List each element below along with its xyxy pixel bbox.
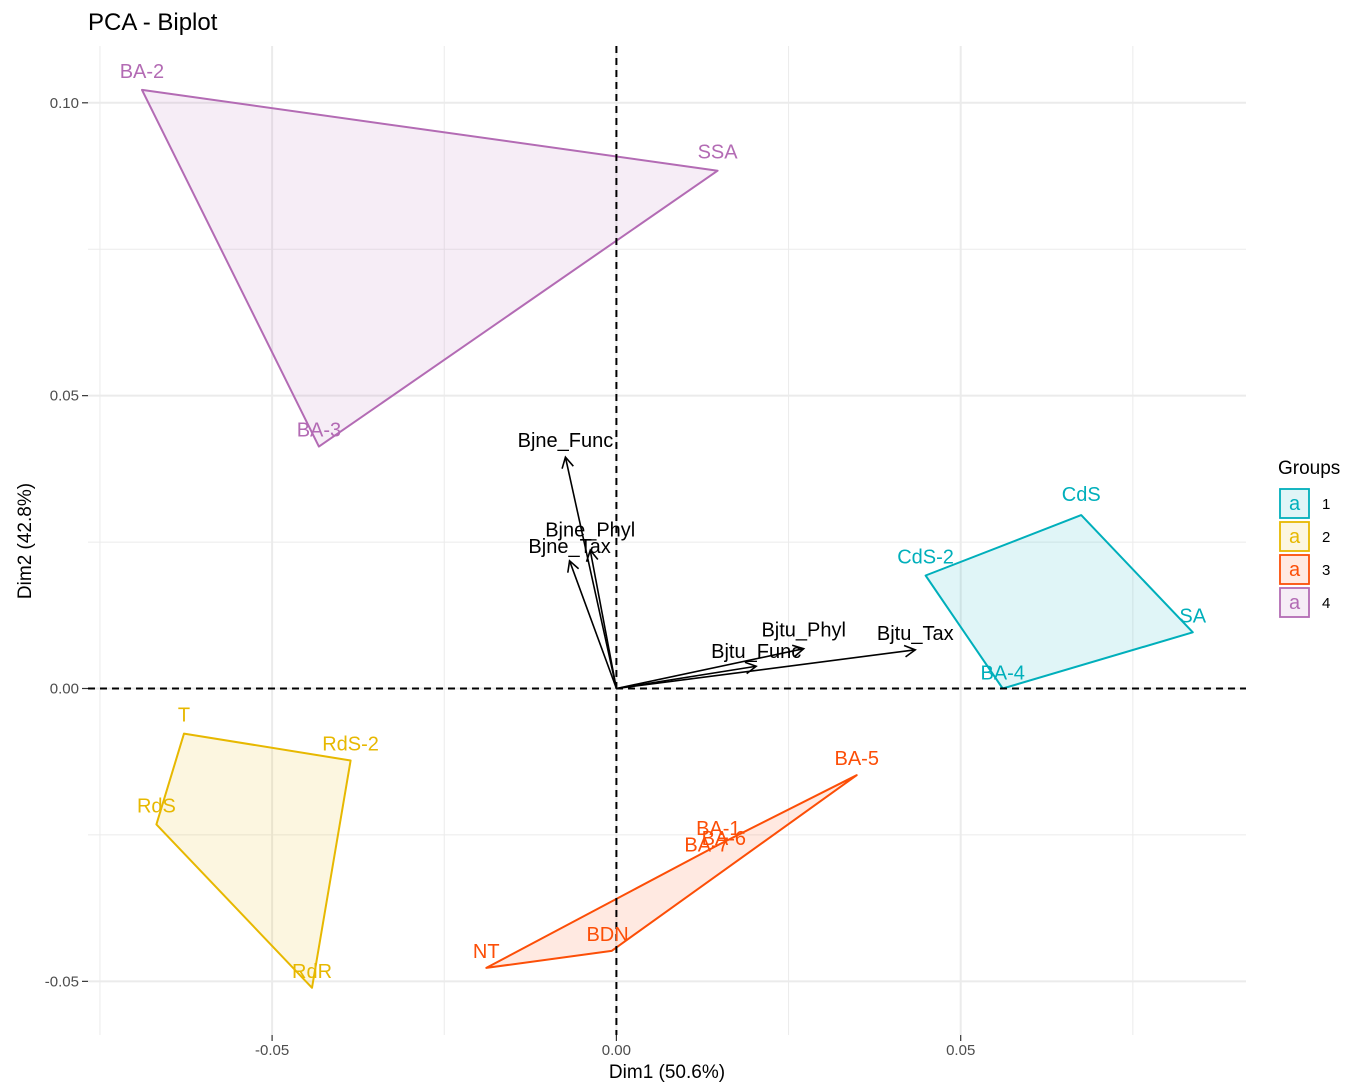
y-tick-label: 0.10 xyxy=(50,95,79,112)
variable-label-Bjtu_Phyl: Bjtu_Phyl xyxy=(761,620,846,642)
x-axis-title: Dim1 (50.6%) xyxy=(609,1062,725,1082)
legend-key-1 xyxy=(1279,488,1310,519)
point-label-BA-2: BA-2 xyxy=(120,61,164,83)
legend-label-1: 1 xyxy=(1322,496,1330,513)
point-label-RdS-2: RdS-2 xyxy=(322,734,379,756)
point-label-BA-1: BA-1 xyxy=(696,818,740,840)
chart-title: PCA - Biplot xyxy=(88,9,218,36)
x-tick-label: 0.00 xyxy=(602,1042,631,1059)
group-hulls xyxy=(141,88,1194,989)
point-label-BA-5: BA-5 xyxy=(834,748,878,770)
legend-label-2: 2 xyxy=(1322,529,1330,546)
x-tick-label: -0.05 xyxy=(255,1042,289,1059)
group-2-hull xyxy=(155,732,352,989)
point-label-BDN: BDN xyxy=(586,924,628,946)
legend-key-glyph: a xyxy=(1289,493,1301,515)
legend-label-4: 4 xyxy=(1322,595,1330,612)
point-label-CdS: CdS xyxy=(1062,484,1101,506)
arrowhead-Bjne_Func xyxy=(561,455,574,469)
reference-lines xyxy=(88,46,1246,1035)
group-4-hull xyxy=(141,88,719,448)
legend-title: Groups xyxy=(1278,458,1340,479)
arrow-Bjtu_Tax xyxy=(616,649,916,690)
y-axis-title: Dim2 (42.8%) xyxy=(15,483,36,599)
point-label-CdS-2: CdS-2 xyxy=(897,546,954,568)
point-label-RdR: RdR xyxy=(292,961,332,983)
arrowhead-Bjne_Tax xyxy=(567,559,580,573)
point-label-NT: NT xyxy=(473,941,500,963)
point-label-BA-6: BA-6 xyxy=(702,828,746,850)
variable-label-Bjtu_Tax: Bjtu_Tax xyxy=(877,623,954,645)
legend: Groups a 1 a 2 a 3 a 4 xyxy=(1278,458,1340,618)
legend-key-glyph: a xyxy=(1289,526,1301,548)
variable-label-Bjtu_Func: Bjtu_Func xyxy=(711,641,801,663)
arrowhead-Bjtu_Phyl xyxy=(791,644,806,658)
arrow-Bjne_Func xyxy=(564,456,618,689)
legend-key-glyph: a xyxy=(1289,592,1301,614)
axes: -0.05 0.00 0.05 -0.05 0.00 0.05 0.10 xyxy=(45,95,976,1059)
legend-key-glyph: a xyxy=(1289,559,1301,581)
arrowhead-Bjtu_Tax xyxy=(903,644,917,658)
y-tick-label: 0.00 xyxy=(50,681,79,698)
point-labels: CdSCdS-2SABA-4TRdS-2RdSRdRBA-5BA-1BA-6BA… xyxy=(120,61,1207,983)
variable-label-Bjne_Tax: Bjne_Tax xyxy=(528,536,610,558)
legend-label-3: 3 xyxy=(1322,562,1330,579)
point-label-RdS: RdS xyxy=(137,795,176,817)
legend-key-3 xyxy=(1279,554,1310,585)
group-1-hull xyxy=(924,514,1194,690)
group-3-hull xyxy=(485,774,858,969)
y-tick-label: -0.05 xyxy=(45,973,79,990)
point-label-T: T xyxy=(178,705,190,727)
arrowhead-Bjne_Phyl xyxy=(585,548,599,562)
variable-arrows: Bjne_FuncBjne_PhylBjne_TaxBjtu_PhylBjtu_… xyxy=(518,430,954,690)
legend-key-4 xyxy=(1279,587,1310,618)
arrow-Bjtu_Phyl xyxy=(616,647,804,690)
x-tick-label: 0.05 xyxy=(946,1042,975,1059)
variable-label-Bjne_Func: Bjne_Func xyxy=(518,430,614,452)
arrow-Bjne_Phyl xyxy=(589,550,618,689)
variable-label-Bjne_Phyl: Bjne_Phyl xyxy=(545,519,635,541)
point-label-BA-7: BA-7 xyxy=(684,834,728,856)
y-tick-label: 0.05 xyxy=(50,388,79,405)
legend-key-2 xyxy=(1279,521,1310,552)
point-label-SSA: SSA xyxy=(698,142,739,164)
point-label-BA-4: BA-4 xyxy=(980,663,1024,685)
point-label-SA: SA xyxy=(1179,605,1206,627)
point-label-BA-3: BA-3 xyxy=(297,420,341,442)
arrow-Bjne_Tax xyxy=(568,560,618,689)
